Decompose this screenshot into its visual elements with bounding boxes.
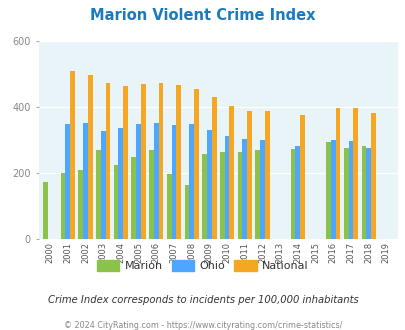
Bar	[83, 123, 87, 239]
Bar	[113, 165, 118, 239]
Bar	[153, 123, 158, 239]
Bar	[158, 83, 163, 239]
Bar	[290, 149, 295, 239]
Text: Marion Violent Crime Index: Marion Violent Crime Index	[90, 8, 315, 23]
Bar	[189, 124, 194, 239]
Bar	[330, 140, 335, 239]
Bar	[211, 97, 216, 239]
Bar	[118, 128, 123, 239]
Bar	[264, 111, 269, 239]
Bar	[166, 174, 171, 239]
Bar	[194, 89, 198, 239]
Bar	[207, 130, 211, 239]
Bar	[295, 146, 300, 239]
Bar	[370, 113, 375, 239]
Bar	[237, 152, 242, 239]
Bar	[184, 185, 189, 239]
Bar	[87, 75, 92, 239]
Bar	[123, 86, 128, 239]
Bar	[136, 124, 141, 239]
Bar	[247, 111, 252, 239]
Bar	[105, 82, 110, 239]
Bar	[70, 71, 75, 239]
Bar	[149, 150, 153, 239]
Bar	[300, 115, 304, 239]
Bar	[171, 125, 176, 239]
Bar	[43, 182, 47, 239]
Bar	[60, 173, 65, 239]
Bar	[260, 140, 264, 239]
Bar	[65, 124, 70, 239]
Bar	[242, 139, 247, 239]
Bar	[365, 148, 370, 239]
Bar	[343, 148, 348, 239]
Bar	[96, 150, 100, 239]
Bar	[348, 141, 352, 239]
Text: © 2024 CityRating.com - https://www.cityrating.com/crime-statistics/: © 2024 CityRating.com - https://www.city…	[64, 321, 341, 330]
Bar	[202, 154, 207, 239]
Legend: Marion, Ohio, National: Marion, Ohio, National	[92, 256, 313, 276]
Bar	[352, 108, 357, 239]
Bar	[131, 157, 136, 239]
Bar	[335, 108, 340, 239]
Bar	[141, 84, 145, 239]
Bar	[360, 146, 365, 239]
Bar	[229, 106, 234, 239]
Bar	[78, 170, 83, 239]
Text: Crime Index corresponds to incidents per 100,000 inhabitants: Crime Index corresponds to incidents per…	[47, 295, 358, 305]
Bar	[255, 150, 260, 239]
Bar	[224, 136, 229, 239]
Bar	[176, 85, 181, 239]
Bar	[220, 152, 224, 239]
Bar	[325, 142, 330, 239]
Bar	[100, 131, 105, 239]
